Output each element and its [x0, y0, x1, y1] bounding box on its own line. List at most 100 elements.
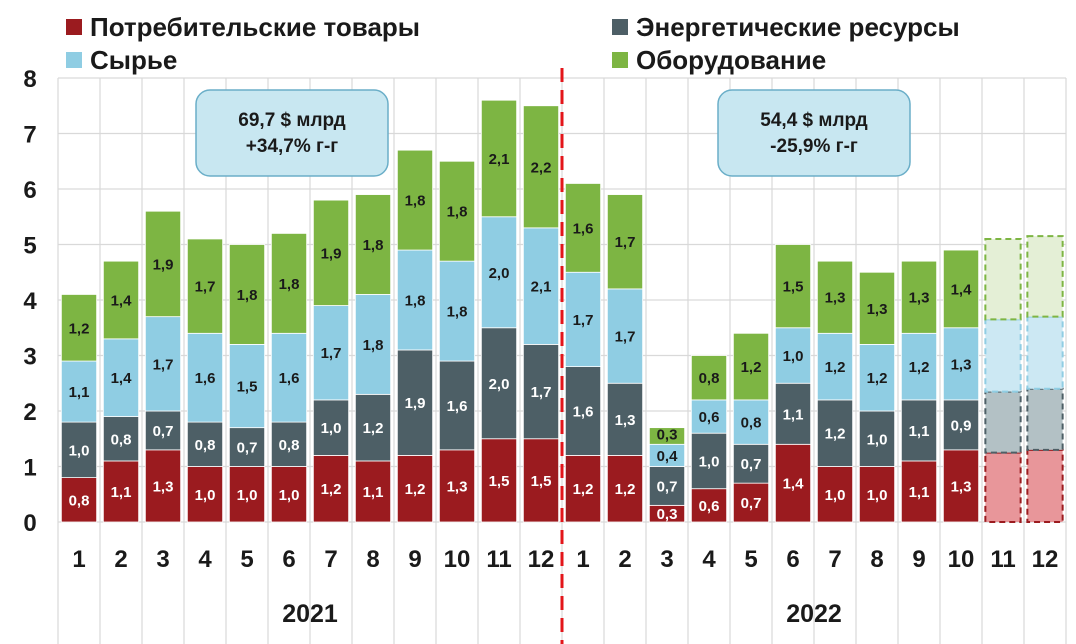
- segment-label: 1,5: [237, 379, 258, 396]
- bar-segment: [858, 343, 896, 412]
- segment-label: 1,0: [867, 431, 888, 448]
- bar-segment: [984, 390, 1022, 454]
- segment-label: 0,6: [699, 498, 720, 515]
- bar-segment: [690, 432, 728, 490]
- x-tick-label: 8: [366, 546, 379, 573]
- bar-segment: [774, 382, 812, 445]
- bar-segment: [270, 421, 308, 467]
- y-tick-label: 1: [23, 455, 36, 482]
- bar-segment: [522, 227, 560, 345]
- bar-segment: [102, 416, 140, 462]
- x-tick-label: 7: [828, 546, 841, 573]
- bar-segment: [900, 460, 938, 523]
- bar-segment: [1026, 448, 1064, 524]
- segment-label: 1,6: [573, 404, 594, 421]
- segment-label: 0,8: [699, 370, 720, 387]
- segment-label: 1,2: [825, 426, 846, 443]
- bar-segment: [942, 327, 980, 401]
- bar-segment: [648, 427, 686, 445]
- annotation-box: [195, 89, 389, 177]
- segment-label: 1,5: [531, 473, 552, 490]
- segment-label: 1,4: [111, 370, 133, 387]
- segment-label: 1,2: [321, 481, 342, 498]
- bar-segment: [1026, 235, 1064, 318]
- bar-segment: [186, 466, 224, 523]
- legend-swatch: [66, 19, 82, 35]
- bar-segment: [732, 332, 770, 401]
- bar-segment: [396, 454, 434, 523]
- segment-label: 1,0: [321, 420, 342, 437]
- segment-label: 1,2: [825, 359, 846, 376]
- bar-segment: [606, 194, 644, 290]
- segment-label: 0,8: [111, 431, 132, 448]
- bar-segment: [102, 460, 140, 523]
- segment-label: 1,3: [867, 301, 888, 318]
- bar-segment: [102, 338, 140, 417]
- bar-segment: [396, 249, 434, 351]
- bar-segment: [354, 460, 392, 523]
- bar-segment: [816, 399, 854, 467]
- segment-label: 1,3: [951, 356, 972, 373]
- bar-segment: [480, 438, 518, 523]
- segment-label: 1,1: [111, 484, 132, 501]
- segment-label: 0,7: [237, 440, 258, 457]
- bar-segment: [690, 488, 728, 523]
- bar-segment: [564, 183, 602, 273]
- segment-label: 1,7: [615, 329, 636, 346]
- segment-label: 0,7: [741, 495, 762, 512]
- bar-segment: [396, 149, 434, 251]
- bar-segment: [606, 382, 644, 456]
- segment-label: 1,1: [363, 484, 384, 501]
- segment-label: 1,3: [153, 478, 174, 495]
- segment-label: 1,2: [573, 481, 594, 498]
- segment-label: 1,8: [405, 193, 426, 210]
- segment-label: 1,4: [783, 476, 805, 493]
- bar-segment: [564, 271, 602, 367]
- bar-segment: [186, 332, 224, 423]
- bar-segment: [984, 237, 1022, 321]
- x-tick-label: 5: [240, 546, 253, 573]
- bar-segment: [480, 216, 518, 329]
- segment-label: 1,3: [825, 290, 846, 307]
- segment-label: 2,1: [489, 151, 510, 168]
- y-tick-label: 8: [23, 66, 36, 93]
- bar-segment: [144, 210, 182, 318]
- legend-swatch: [66, 52, 82, 68]
- bar-segment: [438, 160, 476, 262]
- segment-label: 1,7: [321, 345, 342, 362]
- bar-segment: [102, 260, 140, 340]
- bar-segment: [186, 421, 224, 467]
- segment-label: 2,0: [489, 376, 510, 393]
- segment-label: 1,7: [573, 312, 594, 329]
- legend: Потребительские товары Энергетические рес…: [66, 12, 960, 75]
- bar-segment: [270, 232, 308, 334]
- bar-segment: [732, 443, 770, 484]
- x-tick-label: 11: [990, 546, 1015, 573]
- segment-label: 1,8: [363, 337, 384, 354]
- bar-segment: [858, 410, 896, 467]
- annotation-total: 69,7 $ млрд: [238, 110, 345, 131]
- annotation-total: 54,4 $ млрд: [760, 110, 867, 131]
- y-tick-label: 7: [23, 122, 36, 149]
- segment-label: 1,8: [447, 304, 468, 321]
- x-tick-label: 6: [282, 546, 295, 573]
- legend-label: Сырье: [90, 45, 177, 75]
- x-tick-label: 4: [702, 546, 716, 573]
- bar-segment: [564, 366, 602, 456]
- x-tick-label: 2: [618, 546, 631, 573]
- legend-label: Оборудование: [636, 45, 826, 75]
- segment-label: 1,4: [951, 281, 973, 298]
- bar-segment: [1026, 315, 1064, 390]
- segment-label: 1,6: [279, 370, 300, 387]
- segment-label: 1,7: [615, 234, 636, 251]
- year-label: 2022: [786, 600, 842, 628]
- annotation-box: [717, 89, 911, 177]
- bar-segment: [270, 466, 308, 523]
- x-tick-label: 10: [948, 546, 975, 573]
- grid: [57, 77, 1067, 644]
- segment-label: 1,8: [363, 237, 384, 254]
- bar-segment: [900, 260, 938, 334]
- x-tick-label: 3: [156, 546, 169, 573]
- segment-label: 0,8: [195, 437, 216, 454]
- bar-segment: [228, 244, 266, 345]
